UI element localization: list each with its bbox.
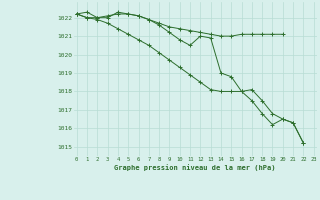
X-axis label: Graphe pression niveau de la mer (hPa): Graphe pression niveau de la mer (hPa) [115,164,276,171]
